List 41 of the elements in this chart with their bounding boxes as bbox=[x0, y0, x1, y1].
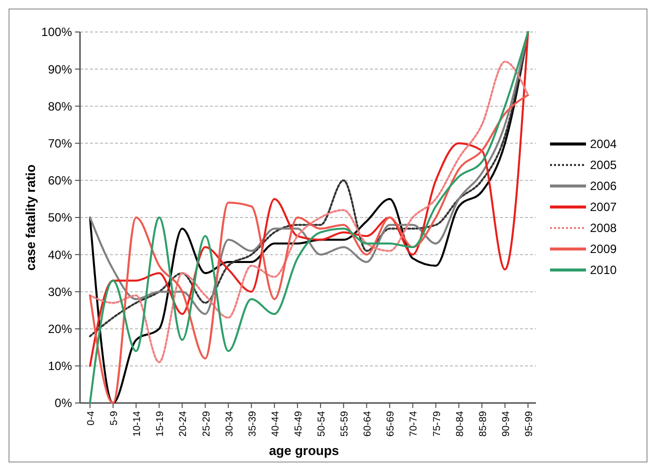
legend-label: 2004 bbox=[590, 137, 618, 152]
y-tick-label: 30% bbox=[48, 284, 72, 299]
legend-label: 2005 bbox=[590, 158, 618, 172]
x-tick-label: 95-99 bbox=[524, 410, 535, 437]
x-axis-title: age groups bbox=[268, 443, 340, 458]
x-tick-label: 50-54 bbox=[316, 410, 328, 437]
y-tick-label: 100% bbox=[41, 25, 72, 40]
y-tick-label: 10% bbox=[48, 359, 72, 374]
x-tick-label: 30-34 bbox=[224, 410, 236, 437]
x-tick-label: 80-84 bbox=[454, 410, 466, 437]
y-tick-label: 0% bbox=[54, 396, 72, 410]
x-tick-label: 60-64 bbox=[362, 410, 374, 437]
x-tick-label: 75-79 bbox=[432, 410, 443, 437]
legend-label: 2010 bbox=[590, 263, 618, 278]
x-tick-label: 5-9 bbox=[109, 410, 120, 426]
x-tick-label: 15-19 bbox=[155, 410, 166, 437]
x-tick-label: 35-39 bbox=[247, 410, 258, 437]
y-axis-title: case fatality ratio bbox=[23, 164, 38, 271]
x-tick-label: 65-69 bbox=[386, 410, 397, 437]
legend-label: 2009 bbox=[590, 242, 618, 256]
x-tick-label: 0-4 bbox=[86, 410, 97, 426]
x-tick-label: 45-49 bbox=[293, 410, 304, 437]
x-tick-label: 55-59 bbox=[340, 410, 351, 437]
legend-label: 2007 bbox=[590, 200, 618, 214]
y-tick-label: 80% bbox=[48, 99, 72, 114]
legend-label: 2006 bbox=[590, 179, 618, 194]
y-tick-label: 40% bbox=[48, 248, 72, 262]
y-tick-label: 70% bbox=[48, 136, 72, 150]
y-tick-label: 20% bbox=[48, 322, 72, 336]
y-tick-label: 50% bbox=[48, 210, 72, 225]
x-tick-label: 70-74 bbox=[408, 410, 420, 437]
x-tick-label: 90-94 bbox=[500, 410, 512, 437]
y-tick-label: 90% bbox=[48, 62, 72, 76]
y-tick-label: 60% bbox=[48, 174, 72, 188]
x-tick-label: 25-29 bbox=[201, 410, 212, 437]
x-tick-label: 85-89 bbox=[478, 410, 489, 437]
x-tick-label: 10-14 bbox=[132, 410, 144, 437]
x-tick-label: 20-24 bbox=[178, 410, 190, 437]
x-tick-label: 40-44 bbox=[270, 410, 282, 437]
line-series bbox=[89, 94, 529, 404]
legend-label: 2008 bbox=[590, 221, 618, 236]
